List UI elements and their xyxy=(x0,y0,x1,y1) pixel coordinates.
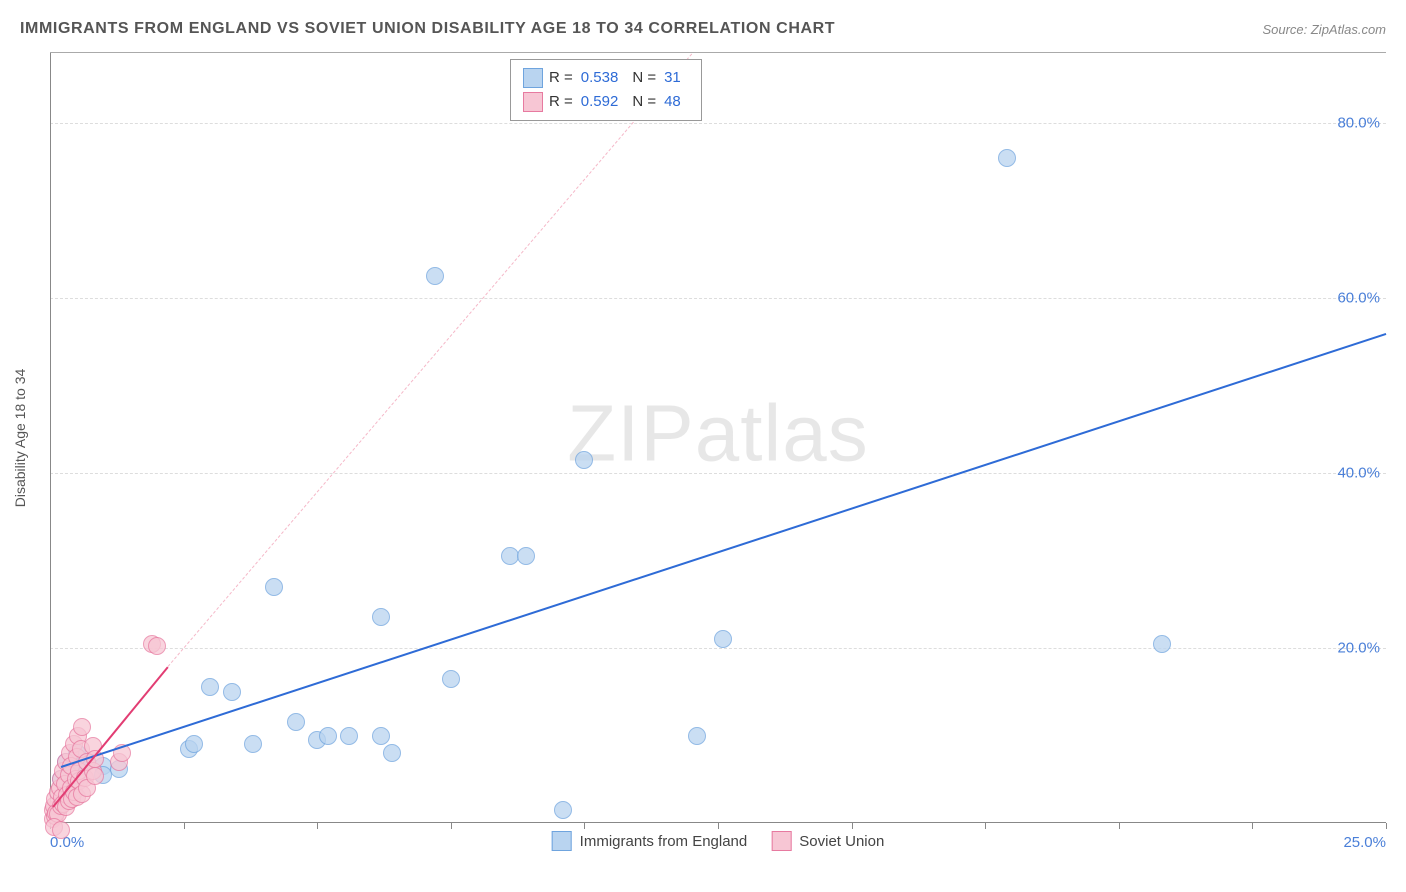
grid-line xyxy=(50,298,1386,299)
data-point xyxy=(688,727,706,745)
data-point xyxy=(383,744,401,762)
series-legend: Immigrants from England Soviet Union xyxy=(552,831,885,851)
trend-line xyxy=(167,53,691,666)
x-tick xyxy=(852,823,853,829)
data-point xyxy=(426,267,444,285)
data-point xyxy=(575,451,593,469)
data-point xyxy=(340,727,358,745)
data-point xyxy=(517,547,535,565)
grid-line xyxy=(50,473,1386,474)
legend-swatch xyxy=(523,68,543,88)
data-point xyxy=(714,630,732,648)
watermark: ZIPatlas xyxy=(567,387,868,479)
x-tick xyxy=(184,823,185,829)
x-tick xyxy=(317,823,318,829)
y-axis-line xyxy=(50,53,51,823)
data-point xyxy=(287,713,305,731)
chart-title: IMMIGRANTS FROM ENGLAND VS SOVIET UNION … xyxy=(20,20,835,38)
data-point xyxy=(223,683,241,701)
data-point xyxy=(148,637,166,655)
x-tick xyxy=(985,823,986,829)
legend-label: Soviet Union xyxy=(799,833,884,850)
data-point xyxy=(244,735,262,753)
y-axis-label: Disability Age 18 to 34 xyxy=(12,368,28,507)
data-point xyxy=(185,735,203,753)
legend-item: Immigrants from England xyxy=(552,831,748,851)
y-tick-label: 80.0% xyxy=(1337,115,1380,132)
legend-swatch xyxy=(552,831,572,851)
y-tick-label: 40.0% xyxy=(1337,465,1380,482)
data-point xyxy=(73,718,91,736)
data-point xyxy=(52,821,70,839)
data-point xyxy=(86,767,104,785)
x-tick xyxy=(1119,823,1120,829)
legend-item: Soviet Union xyxy=(771,831,884,851)
data-point xyxy=(442,670,460,688)
legend-row: R = 0.592 N = 48 xyxy=(523,90,689,114)
y-tick-label: 60.0% xyxy=(1337,290,1380,307)
plot-area: ZIPatlas 20.0%40.0%60.0%80.0%0.0%25.0% R… xyxy=(50,53,1386,823)
data-point xyxy=(372,727,390,745)
y-tick-label: 20.0% xyxy=(1337,640,1380,657)
x-tick xyxy=(1386,823,1387,829)
data-point xyxy=(265,578,283,596)
grid-line xyxy=(50,123,1386,124)
legend-label: Immigrants from England xyxy=(580,833,748,850)
x-tick xyxy=(451,823,452,829)
x-tick xyxy=(1252,823,1253,829)
x-tick-label: 25.0% xyxy=(1343,834,1386,851)
grid-line xyxy=(50,648,1386,649)
trend-line xyxy=(60,333,1386,768)
data-point xyxy=(998,149,1016,167)
correlation-legend: R = 0.538 N = 31 R = 0.592 N = 48 xyxy=(510,59,702,121)
data-point xyxy=(319,727,337,745)
source-label: Source: ZipAtlas.com xyxy=(1262,22,1386,37)
data-point xyxy=(372,608,390,626)
data-point xyxy=(1153,635,1171,653)
data-point xyxy=(554,801,572,819)
data-point xyxy=(201,678,219,696)
legend-swatch xyxy=(771,831,791,851)
legend-swatch xyxy=(523,92,543,112)
legend-row: R = 0.538 N = 31 xyxy=(523,66,689,90)
chart-area: Disability Age 18 to 34 ZIPatlas 20.0%40… xyxy=(50,52,1386,822)
x-tick xyxy=(718,823,719,829)
x-tick xyxy=(584,823,585,829)
